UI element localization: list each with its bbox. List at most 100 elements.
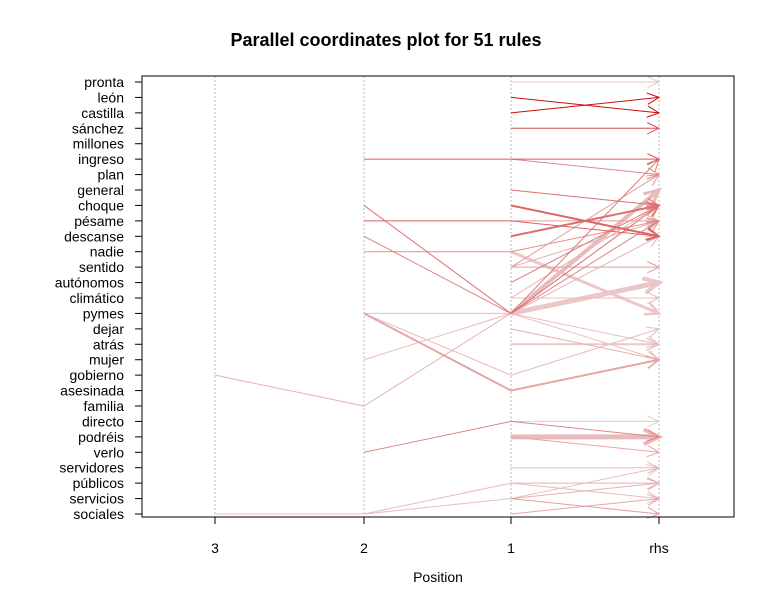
- rule-line: [510, 158, 660, 314]
- rule-arrowhead: [647, 415, 661, 428]
- y-tick-label-dejar: dejar: [93, 321, 124, 337]
- y-tick-label-sanchez: sánchez: [72, 120, 124, 136]
- rule-arrowhead: [646, 464, 661, 477]
- rule-arrowhead: [647, 75, 661, 89]
- rule-lines: [214, 75, 664, 519]
- y-tick-label-climatico: climático: [70, 290, 125, 306]
- rule-line: [510, 189, 660, 206]
- rule-arrowhead: [642, 276, 664, 295]
- rule-line: [510, 204, 660, 238]
- y-tick-label-plan: plan: [98, 167, 124, 183]
- rule-line: [510, 498, 660, 515]
- rule-19: [510, 250, 662, 316]
- y-tick-label-gobierno: gobierno: [70, 367, 125, 383]
- rule-arrowhead: [647, 261, 661, 274]
- rule-line: [510, 250, 660, 315]
- rule-line: [510, 96, 660, 114]
- rule-arrowhead: [647, 122, 661, 135]
- rule-40: [510, 189, 661, 211]
- rule-35: [510, 493, 661, 515]
- rule-42: [510, 158, 660, 314]
- rule-arrowhead: [647, 153, 661, 166]
- rule-arrowhead: [646, 229, 661, 242]
- rule-arrowhead: [646, 478, 661, 491]
- y-tick-label-sociales: sociales: [73, 506, 124, 522]
- rule-34: [510, 498, 661, 519]
- y-tick-label-leon: león: [98, 89, 124, 105]
- rule-line: [363, 205, 660, 314]
- rule-line: [510, 158, 660, 176]
- chart-title: Parallel coordinates plot for 51 rules: [230, 30, 541, 50]
- rule-arrowhead: [646, 445, 661, 458]
- rule-7: [510, 158, 661, 180]
- rule-line: [510, 436, 660, 453]
- rule-6: [364, 153, 661, 166]
- y-tick-label-mujer: mujer: [89, 352, 124, 368]
- rule-arrowhead: [643, 187, 662, 206]
- x-tick-label-rhs: rhs: [649, 540, 668, 556]
- y-tick-label-pesame: pésame: [74, 213, 124, 229]
- y-tick-label-sentido: sentido: [79, 259, 124, 275]
- y-tick-label-verlo: verlo: [94, 444, 125, 460]
- rule-30: [363, 420, 661, 453]
- rule-arrowhead: [646, 493, 661, 506]
- y-tick-label-familia: familia: [84, 398, 125, 414]
- rule-26: [214, 235, 661, 407]
- rule-line: [363, 467, 660, 515]
- rule-2: [510, 96, 661, 118]
- x-tick-label-1: 1: [507, 540, 515, 556]
- y-tick-label-nadie: nadie: [90, 244, 124, 260]
- x-axis-label: Position: [413, 569, 463, 585]
- y-tick-label-pymes: pymes: [83, 305, 124, 321]
- rule-arrowhead: [646, 92, 661, 105]
- rule-11: [364, 220, 661, 242]
- x-axis: 3 2 1 rhs: [211, 517, 669, 556]
- x-tick-label-3: 3: [211, 540, 219, 556]
- rule-21: [510, 328, 661, 364]
- rule-32: [511, 461, 661, 474]
- rule-line: [363, 312, 660, 392]
- rule-4: [511, 122, 661, 135]
- rule-33: [511, 477, 661, 490]
- y-tick-label-podreis: podréis: [78, 429, 124, 445]
- rule-line: [510, 328, 660, 361]
- vertical-gridlines: [214, 76, 660, 517]
- y-tick-label-millones: millones: [73, 136, 124, 152]
- rule-37: [215, 482, 661, 515]
- y-tick-label-descanse: descanse: [64, 228, 124, 244]
- rule-arrowhead: [646, 335, 661, 348]
- rule-31: [510, 436, 661, 458]
- rule-arrowhead: [646, 220, 660, 233]
- rule-arrowhead: [646, 326, 661, 339]
- rule-arrowhead: [646, 429, 661, 442]
- rule-line: [215, 482, 660, 515]
- y-tick-label-ingreso: ingreso: [78, 151, 124, 167]
- rule-line: [363, 420, 660, 453]
- rule-line: [510, 204, 660, 284]
- x-tick-label-2: 2: [360, 540, 368, 556]
- rule-arrowhead: [646, 198, 661, 211]
- y-tick-label-publicos: públicos: [73, 475, 124, 491]
- y-tick-label-choque: choque: [78, 197, 124, 213]
- rule-line: [363, 312, 660, 376]
- rule-arrowhead: [646, 105, 661, 118]
- y-tick-label-general: general: [77, 182, 124, 198]
- rule-29: [511, 427, 664, 447]
- rule-25: [363, 312, 661, 392]
- y-tick-label-castilla: castilla: [81, 105, 124, 121]
- rule-line: [214, 235, 660, 407]
- rule-arrowhead: [645, 355, 661, 369]
- rule-36: [510, 478, 661, 500]
- y-tick-label-autonomos: autónomos: [55, 275, 124, 291]
- y-tick-label-pronta: pronta: [84, 74, 124, 90]
- y-tick-label-directo: directo: [82, 413, 124, 429]
- rule-line: [510, 482, 660, 500]
- rule-1: [510, 92, 661, 114]
- rule-arrowhead: [643, 301, 662, 316]
- rule-line: [364, 220, 660, 237]
- rule-39: [510, 204, 661, 284]
- rule-28: [511, 415, 661, 428]
- y-tick-label-servicios: servicios: [70, 491, 124, 507]
- y-axis: prontaleóncastillasánchezmillonesingreso…: [55, 74, 142, 522]
